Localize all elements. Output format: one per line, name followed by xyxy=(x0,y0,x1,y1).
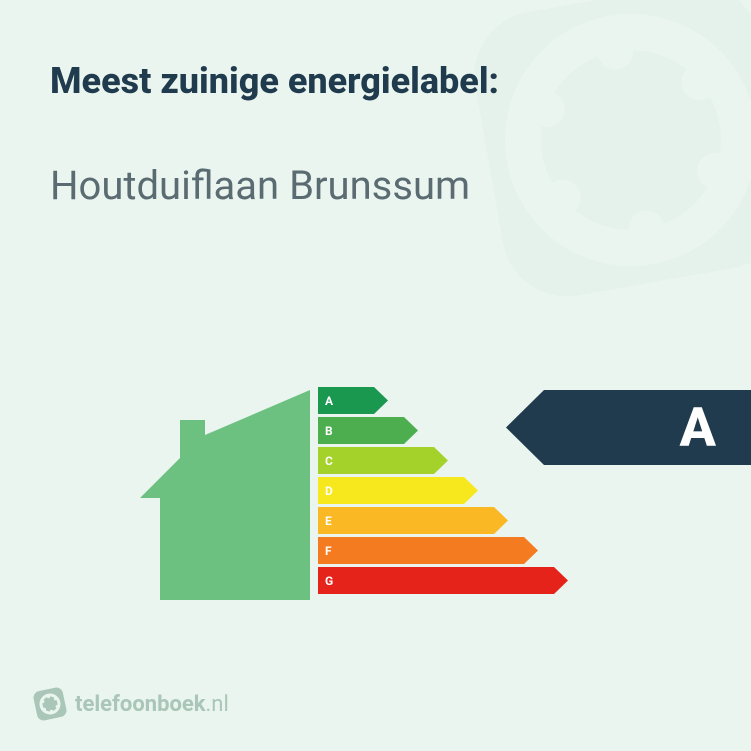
card-subtitle: Houtduiflaan Brunssum xyxy=(50,162,701,209)
energy-bar-letter: D xyxy=(325,484,333,498)
footer-brand-tld: .nl xyxy=(206,692,229,717)
footer-brand: telefoonboek.nl xyxy=(75,692,229,717)
result-letter: A xyxy=(679,396,716,459)
energy-bar-letter: B xyxy=(325,424,333,438)
house-icon xyxy=(140,390,310,600)
card-title: Meest zuinige energielabel: xyxy=(50,60,701,102)
energy-bar-letter: F xyxy=(325,544,332,558)
energy-bar-e: E xyxy=(318,507,718,534)
energy-label-card: Meest zuinige energielabel: Houtduiflaan… xyxy=(0,0,751,751)
result-badge: A xyxy=(506,390,751,465)
energy-bar-g: G xyxy=(318,567,718,594)
energy-bar-d: D xyxy=(318,477,718,504)
energy-bar-f: F xyxy=(318,537,718,564)
footer: telefoonboek.nl xyxy=(35,689,229,719)
footer-logo-icon xyxy=(32,686,68,722)
energy-bar-letter: C xyxy=(325,454,333,468)
energy-bar-letter: A xyxy=(325,394,333,408)
footer-brand-name: telefoonboek xyxy=(75,692,206,717)
energy-bar-letter: G xyxy=(325,574,333,588)
energy-bar-letter: E xyxy=(325,514,332,528)
